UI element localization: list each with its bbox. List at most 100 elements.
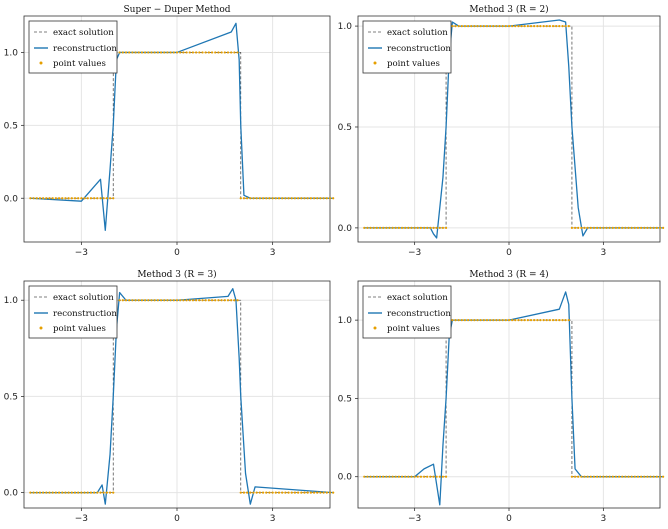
point-value-marker: [558, 319, 561, 322]
point-value-marker: [482, 319, 485, 322]
point-value-marker: [517, 24, 520, 28]
point-value-marker: [70, 491, 73, 494]
point-value-marker: [83, 197, 86, 200]
point-value-marker: [388, 475, 391, 478]
point-value-marker: [281, 491, 284, 494]
point-value-marker: [529, 24, 533, 28]
point-value-marker: [397, 475, 400, 478]
point-value-marker: [64, 197, 67, 200]
point-value-marker: [297, 197, 300, 200]
point-value-marker: [105, 197, 108, 200]
point-value-marker: [217, 51, 220, 54]
point-value-marker: [150, 299, 153, 302]
point-value-marker: [633, 226, 636, 229]
point-value-marker: [511, 319, 514, 322]
point-value-marker: [498, 24, 501, 28]
point-value-marker: [467, 24, 470, 28]
point-value-marker: [586, 475, 589, 478]
point-value-marker: [150, 51, 153, 54]
point-value-marker: [45, 491, 48, 494]
point-value-marker: [96, 491, 99, 494]
point-value-marker: [570, 475, 574, 478]
point-value-marker: [567, 319, 570, 322]
legend-label: reconstruction: [53, 44, 117, 54]
point-value-marker: [54, 491, 57, 494]
legend-box: [362, 285, 452, 339]
point-value-marker: [526, 319, 529, 322]
x-tick-label: 3: [270, 514, 276, 524]
point-value-marker: [67, 491, 70, 494]
point-value-marker: [539, 24, 542, 28]
y-tick-label: 0.0: [338, 224, 353, 234]
point-value-marker: [137, 51, 140, 54]
point-value-marker: [548, 24, 551, 28]
point-value-marker: [426, 226, 429, 229]
point-value-marker: [306, 491, 309, 494]
point-value-marker: [108, 197, 112, 200]
point-value-marker: [108, 491, 112, 494]
point-value-marker: [207, 299, 210, 302]
point-value-marker: [372, 226, 375, 229]
point-value-marker: [281, 197, 284, 200]
point-value-marker: [662, 226, 665, 229]
point-value-marker: [29, 197, 32, 200]
point-value-marker: [242, 491, 246, 494]
point-value-marker: [369, 226, 372, 229]
point-value-marker: [45, 197, 48, 200]
point-value-marker: [611, 226, 614, 229]
point-value-marker: [640, 226, 643, 229]
point-value-marker: [300, 197, 303, 200]
point-value-marker: [73, 491, 77, 494]
point-value-marker: [172, 299, 175, 302]
point-value-marker: [573, 475, 577, 478]
point-value-marker: [153, 299, 156, 302]
point-value-marker: [230, 299, 233, 302]
point-value-marker: [297, 491, 300, 494]
point-value-marker: [422, 475, 426, 478]
point-value-marker: [492, 319, 495, 322]
x-tick-label: 0: [174, 514, 180, 524]
point-value-marker: [454, 319, 457, 322]
legend-label: reconstruction: [387, 309, 451, 319]
point-value-marker: [520, 319, 523, 322]
point-value-marker: [268, 197, 271, 200]
point-value-marker: [204, 51, 207, 54]
point-value-marker: [482, 24, 485, 28]
point-value-marker: [608, 226, 611, 229]
point-value-marker: [438, 475, 441, 478]
point-value-marker: [413, 226, 416, 229]
point-value-marker: [102, 491, 105, 494]
point-value-marker: [312, 197, 316, 200]
point-value-marker: [316, 491, 319, 494]
point-value-marker: [198, 299, 201, 302]
point-value-marker: [419, 226, 423, 229]
point-value-marker: [605, 226, 608, 229]
point-value-marker: [385, 226, 388, 229]
point-value-marker: [32, 491, 35, 494]
point-value-marker: [236, 51, 239, 54]
point-value-marker: [265, 491, 268, 494]
point-value-marker: [382, 226, 385, 229]
point-value-marker: [140, 299, 144, 302]
x-tick-label: −3: [408, 514, 421, 524]
point-value-marker: [48, 491, 51, 494]
point-value-marker: [551, 319, 555, 322]
point-value-marker: [38, 491, 42, 494]
point-value-marker: [51, 197, 54, 200]
point-value-marker: [261, 197, 265, 200]
point-value-marker: [463, 319, 467, 322]
point-value-marker: [438, 226, 441, 229]
point-value-marker: [252, 197, 255, 200]
point-value-marker: [35, 491, 38, 494]
point-value-marker: [64, 491, 67, 494]
point-value-marker: [655, 226, 658, 229]
point-value-marker: [246, 491, 249, 494]
point-value-marker: [198, 51, 201, 54]
point-value-marker: [61, 491, 64, 494]
point-value-marker: [163, 51, 166, 54]
point-value-marker: [473, 24, 476, 28]
point-value-marker: [210, 51, 214, 54]
point-value-marker: [397, 226, 400, 229]
chart-panel-4: Method 3 (R = 4) −3 0 3 0.0 0.5 1.0 exact solut…: [338, 269, 665, 524]
point-value-marker: [319, 491, 322, 494]
